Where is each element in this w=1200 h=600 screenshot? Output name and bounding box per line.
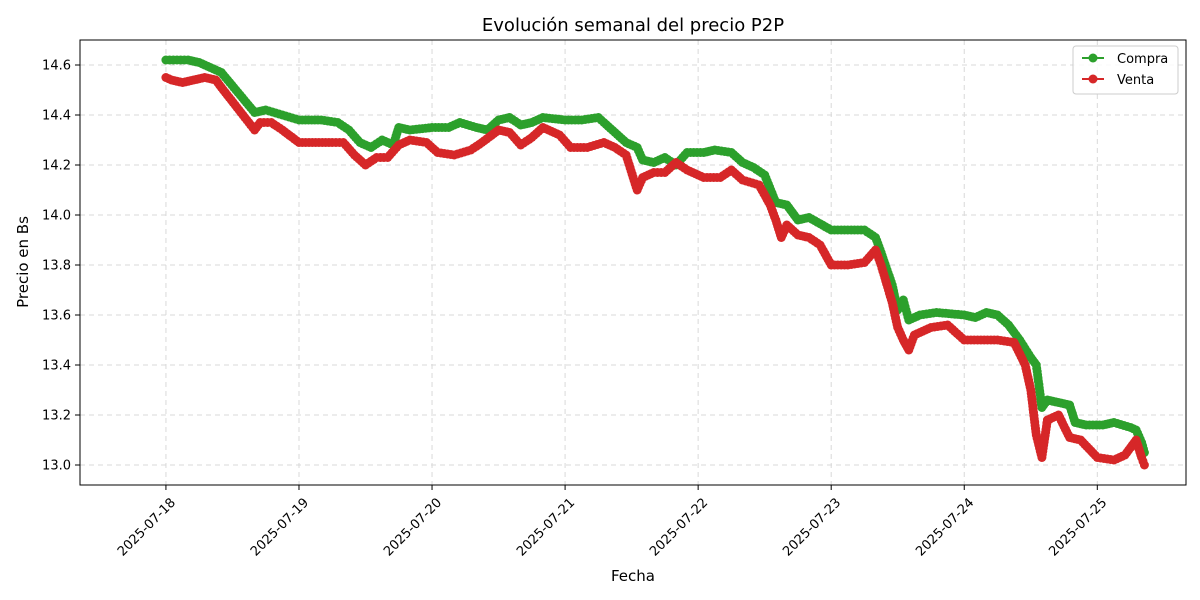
y-axis: 13.0 13.2 13.4 13.6 13.8 14.0 14.2 14.4 14.6 (42, 59, 80, 474)
y-tick-label: 14.0 (42, 209, 71, 224)
y-tick-label: 14.6 (42, 59, 71, 74)
series-layer (161, 55, 1149, 470)
y-tick-label: 14.2 (42, 159, 71, 174)
y-tick-label: 13.8 (42, 259, 71, 274)
y-tick-label: 13.6 (42, 309, 71, 324)
y-axis-label: Precio en Bs (14, 216, 32, 308)
x-axis-label: Fecha (611, 567, 655, 585)
legend-label-compra: Compra (1117, 52, 1168, 67)
chart-title: Evolución semanal del precio P2P (482, 15, 784, 36)
y-tick-label: 13.0 (42, 459, 71, 474)
legend-marker-compra (1088, 53, 1098, 63)
legend: Compra Venta (1072, 45, 1179, 95)
series-venta (161, 73, 1149, 470)
plot-frame (79, 39, 1187, 486)
grid (80, 40, 1186, 485)
legend-label-venta: Venta (1117, 73, 1154, 88)
legend-marker-venta (1088, 74, 1098, 84)
y-tick-label: 13.4 (42, 359, 71, 374)
y-tick-label: 14.4 (42, 109, 71, 124)
y-tick-label: 13.2 (42, 409, 71, 424)
data-point-venta (1139, 460, 1149, 470)
series-compra (161, 55, 1149, 457)
